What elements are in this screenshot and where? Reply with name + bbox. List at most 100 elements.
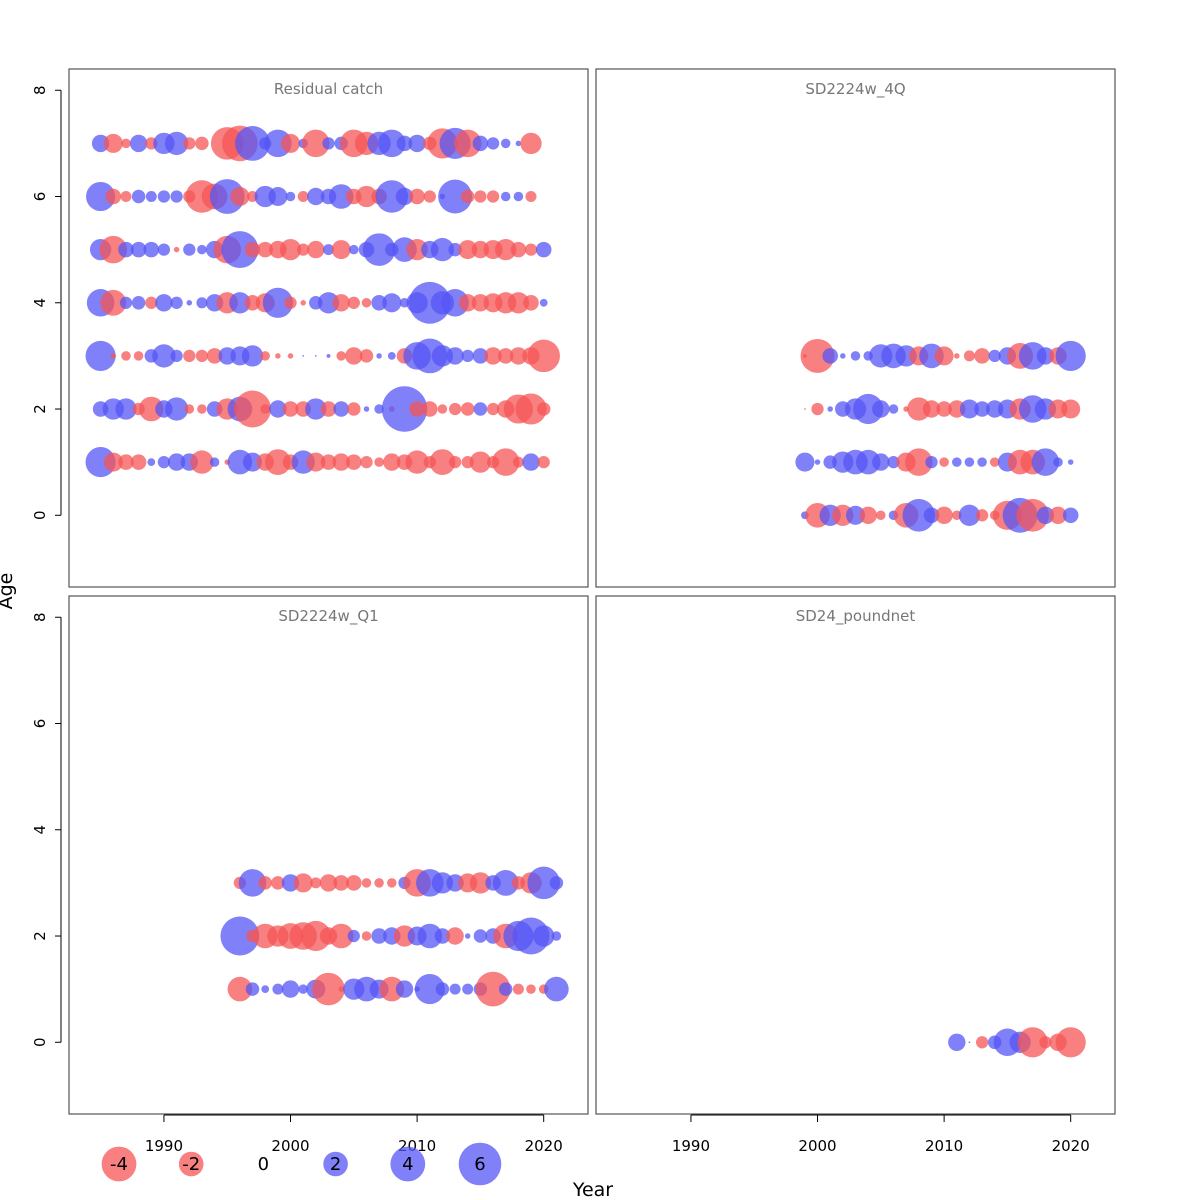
bubble-2000-age-3 bbox=[287, 353, 294, 359]
panel-3: SD2224w_Q1 bbox=[68, 595, 589, 1115]
bubble-2003-age-1 bbox=[312, 972, 345, 1006]
bubble-1985-age-6 bbox=[86, 181, 116, 212]
series-age-3 bbox=[233, 866, 564, 900]
bubble-2000-age-2 bbox=[282, 401, 299, 417]
bubble-2019-age-1 bbox=[522, 453, 540, 471]
bubble-2000-age-7 bbox=[280, 133, 301, 153]
bubble-2015-age-2 bbox=[473, 929, 488, 943]
bubble-2001-age-5 bbox=[297, 243, 310, 256]
bubble-2008-age-4 bbox=[382, 293, 402, 313]
panel-1: Residual catch bbox=[68, 68, 589, 588]
bubble-2002-age-3 bbox=[310, 877, 322, 889]
bubble-2019-age-1 bbox=[526, 984, 536, 994]
legend-item: 2 bbox=[323, 1151, 348, 1177]
bubble-2021-age-3 bbox=[549, 876, 564, 890]
bubble-1999-age-4 bbox=[262, 287, 293, 318]
bubble-2000-age-5 bbox=[279, 238, 302, 261]
bubble-2001-age-2 bbox=[827, 406, 833, 412]
x-tick-label: 2000 bbox=[798, 1137, 836, 1155]
bubble-2020-age-2 bbox=[533, 925, 555, 947]
bubble-2004-age-1 bbox=[338, 986, 344, 992]
bubble-2002-age-1 bbox=[306, 452, 326, 472]
bubble-2011-age-2 bbox=[422, 401, 438, 417]
bubble-2006-age-2 bbox=[361, 931, 372, 941]
bubble-2018-age-0 bbox=[1036, 506, 1055, 524]
bubble-2000-age-1 bbox=[814, 459, 821, 465]
bubble-2018-age-1 bbox=[512, 456, 524, 468]
bubble-2021-age-1 bbox=[544, 976, 569, 1002]
bubble-2005-age-5 bbox=[349, 244, 359, 255]
bubble-2009-age-6 bbox=[395, 187, 414, 206]
bubble-1987-age-3 bbox=[121, 351, 131, 361]
bubble-2007-age-2 bbox=[371, 928, 387, 944]
bubble-2010-age-5 bbox=[406, 238, 428, 261]
bubble-1997-age-5 bbox=[244, 241, 261, 258]
bubble-2012-age-2 bbox=[434, 928, 451, 944]
bubble-2014-age-1 bbox=[462, 983, 474, 995]
bubble-2012-age-5 bbox=[430, 237, 455, 262]
legend-item: 0 bbox=[258, 1154, 269, 1175]
legend-item: -2 bbox=[178, 1151, 204, 1177]
bubble-2018-age-1 bbox=[512, 983, 524, 995]
bubble-2013-age-1 bbox=[449, 983, 461, 995]
bubble-1999-age-2 bbox=[269, 400, 287, 418]
legend-bubble bbox=[323, 1151, 348, 1177]
panel-title: SD2224w_Q1 bbox=[278, 607, 378, 626]
bubble-2013-age-1 bbox=[448, 455, 462, 469]
bubble-2012-age-2 bbox=[959, 399, 979, 419]
bubble-2013-age-0 bbox=[975, 1036, 989, 1049]
bubble-1998-age-3 bbox=[258, 876, 272, 890]
y-tick-label: 8 bbox=[31, 612, 49, 622]
bubble-2004-age-1 bbox=[855, 449, 881, 475]
bubble-1988-age-3 bbox=[133, 351, 144, 361]
bubble-2003-age-4 bbox=[317, 292, 340, 314]
bubble-2002-age-2 bbox=[305, 398, 327, 420]
y-tick-label: 8 bbox=[31, 85, 49, 95]
bubble-1986-age-6 bbox=[105, 188, 122, 205]
bubble-2011-age-1 bbox=[952, 457, 962, 467]
series-age-0 bbox=[948, 1027, 1086, 1058]
bubble-2020-age-3 bbox=[527, 339, 560, 373]
bubble-1986-age-5 bbox=[99, 235, 128, 264]
bubble-2008-age-7 bbox=[378, 129, 406, 158]
legend-label: 2 bbox=[330, 1154, 341, 1175]
bubble-2004-age-5 bbox=[331, 240, 351, 260]
bubble-1995-age-6 bbox=[209, 179, 245, 214]
bubble-2013-age-3 bbox=[974, 348, 990, 364]
panel-frame bbox=[68, 595, 589, 1115]
bubble-2017-age-3 bbox=[1018, 342, 1047, 370]
bubble-1990-age-1 bbox=[157, 455, 171, 469]
panel-frame bbox=[595, 68, 1116, 588]
bubble-2018-age-0 bbox=[1039, 1036, 1052, 1049]
bubble-1992-age-5 bbox=[183, 243, 196, 256]
panel-frame bbox=[68, 68, 589, 588]
legend-bubble bbox=[390, 1146, 426, 1182]
bubble-2008-age-1 bbox=[383, 453, 401, 471]
bubble-1999-age-1 bbox=[272, 983, 284, 995]
bubble-1988-age-1 bbox=[130, 454, 147, 470]
legend-item: -4 bbox=[101, 1146, 137, 1182]
bubble-1990-age-4 bbox=[155, 294, 173, 312]
bubble-1997-age-1 bbox=[242, 452, 263, 472]
bubble-1991-age-3 bbox=[170, 349, 183, 363]
bubble-2012-age-1 bbox=[429, 449, 456, 475]
bubble-2013-age-0 bbox=[975, 509, 989, 522]
legend-label: 6 bbox=[474, 1154, 485, 1175]
bubble-2020-age-0 bbox=[1055, 1027, 1086, 1058]
bubble-2003-age-2 bbox=[320, 401, 337, 417]
x-tick-label: 2000 bbox=[271, 1137, 309, 1155]
bubble-2015-age-3 bbox=[472, 348, 489, 364]
bubble-2020-age-3 bbox=[527, 866, 560, 900]
bubble-2013-age-2 bbox=[446, 927, 464, 945]
bubble-2012-age-1 bbox=[964, 457, 975, 467]
bubble-2005-age-1 bbox=[346, 454, 362, 470]
bubble-2010-age-1 bbox=[939, 457, 949, 467]
bubble-1989-age-4 bbox=[145, 296, 158, 309]
x-axis-title: Year bbox=[572, 1179, 613, 1200]
bubble-1994-age-3 bbox=[206, 348, 223, 364]
legend-bubble bbox=[101, 1146, 137, 1182]
series-age-4 bbox=[86, 281, 548, 324]
bubble-1987-age-6 bbox=[120, 191, 132, 202]
bubble-2014-age-5 bbox=[458, 240, 478, 260]
